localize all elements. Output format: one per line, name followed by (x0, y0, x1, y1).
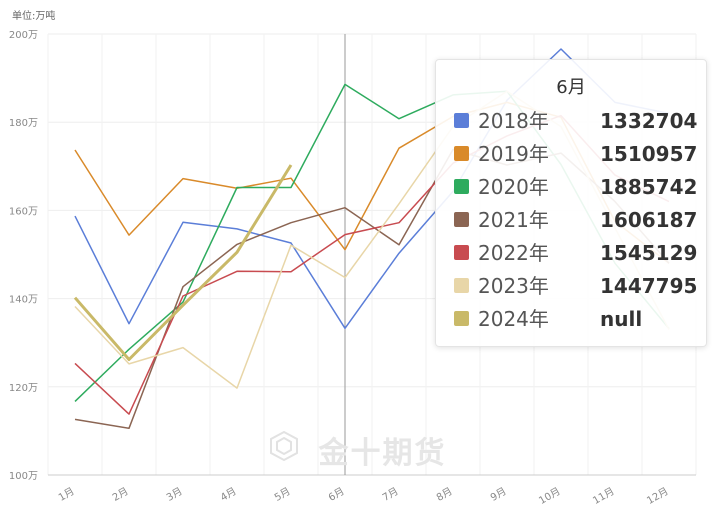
y-tick-label: 200万 (9, 30, 38, 41)
tooltip-series-value: null (600, 307, 643, 331)
tooltip: 6月 2018年 1332704 2019年 1510957 2020年 188… (435, 59, 707, 347)
y-tick-label: 100万 (9, 471, 38, 482)
series-line[interactable] (74, 48, 670, 330)
x-tick-label: 1月 (56, 485, 76, 504)
tooltip-swatch (454, 245, 469, 260)
x-axis: 1月 2月 3月 4月 5月 6月 7月 8月 9月 10月 11月 12月 (48, 474, 696, 507)
tooltip-row: 2020年 1885742 (454, 173, 697, 201)
tooltip-row: 2021年 1606187 (454, 206, 697, 234)
tooltip-series-name: 2021年 (478, 208, 549, 232)
tooltip-series-name: 2023年 (478, 274, 549, 298)
x-tick-label: 3月 (164, 485, 184, 504)
y-tick-label: 180万 (9, 118, 38, 129)
tooltip-series-value: 1606187 (600, 208, 698, 232)
y-tick-label: 140万 (9, 295, 38, 306)
x-tick-label: 2月 (110, 485, 130, 504)
tooltip-series-value: 1510957 (600, 142, 698, 166)
x-tick-label: 9月 (488, 485, 508, 504)
tooltip-row: 2023年 1447795 (454, 272, 697, 300)
tooltip-row: 2022年 1545129 (454, 239, 697, 267)
tooltip-row: 2019年 1510957 (454, 140, 697, 168)
tooltip-swatch (454, 179, 469, 194)
tooltip-series-name: 2018年 (478, 109, 549, 133)
tooltip-series-name: 2020年 (478, 175, 549, 199)
tooltip-row: 2024年 null (454, 305, 690, 333)
tooltip-series-name: 2024年 (478, 307, 549, 331)
tooltip-series-value: 1447795 (600, 274, 698, 298)
tooltip-series-name: 2019年 (478, 142, 549, 166)
x-tick-label: 4月 (218, 485, 238, 504)
watermark-logo-icon (268, 430, 300, 470)
tooltip-series-name: 2022年 (478, 241, 549, 265)
x-tick-label: 6月 (326, 485, 346, 504)
y-tick-label: 120万 (9, 383, 38, 394)
tooltip-series-value: 1332704 (600, 109, 698, 133)
x-tick-label: 5月 (272, 485, 292, 504)
tooltip-swatch (454, 113, 469, 128)
x-tick-label: 8月 (434, 485, 454, 504)
watermark-text: 金十期货 (318, 436, 447, 471)
x-tick-label: 11月 (591, 485, 617, 507)
x-tick-label: 7月 (380, 485, 400, 504)
x-tick-label: 12月 (645, 485, 671, 507)
tooltip-swatch (454, 212, 469, 227)
tooltip-title: 6月 (556, 77, 586, 98)
y-axis-unit-label: 单位:万吨 (12, 11, 56, 22)
tooltip-series-value: 1885742 (600, 175, 698, 199)
y-axis: 100万 120万 140万 160万 180万 200万 (9, 30, 38, 482)
tooltip-row: 2018年 1332704 (454, 107, 697, 135)
x-tick-label: 10月 (537, 485, 563, 507)
tooltip-swatch (454, 311, 469, 326)
tooltip-series-value: 1545129 (600, 241, 698, 265)
watermark: 金十期货 (268, 428, 447, 471)
y-tick-label: 160万 (9, 206, 38, 217)
series-line[interactable] (73, 164, 293, 361)
tooltip-swatch (454, 278, 469, 293)
tooltip-swatch (454, 146, 469, 161)
